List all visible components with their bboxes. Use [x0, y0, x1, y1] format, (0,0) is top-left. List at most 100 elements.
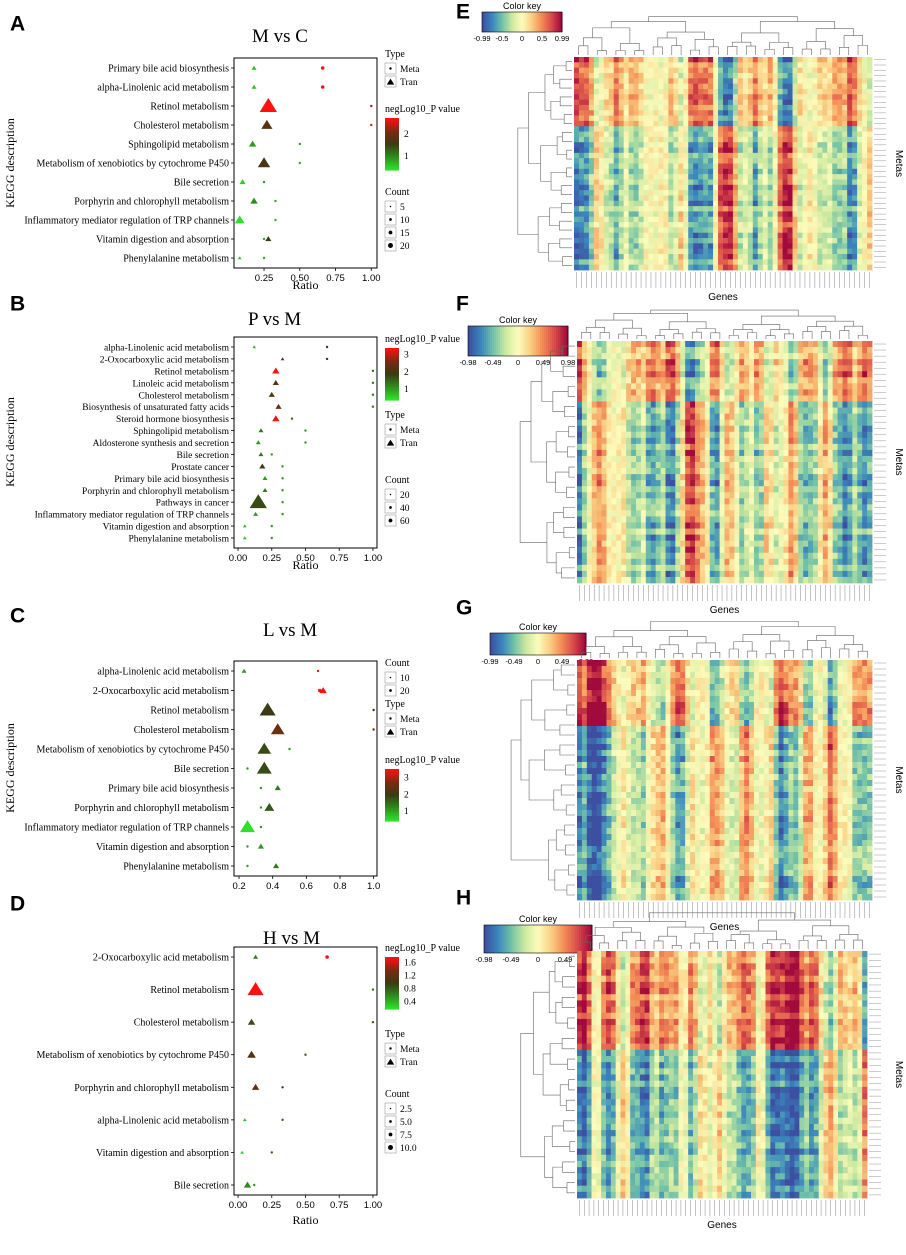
heatmap-cell — [803, 401, 809, 408]
heatmap-cell — [793, 425, 799, 433]
heatmap-cell — [678, 136, 684, 143]
heatmap-cell — [842, 419, 848, 427]
heatmap-cell — [732, 206, 739, 212]
heatmap-cell — [577, 359, 583, 366]
colorbar-segment — [385, 973, 399, 976]
heatmap-cell — [675, 425, 681, 433]
heatmap-cell — [695, 504, 701, 511]
heatmap-cell — [690, 365, 696, 372]
heatmap-cell — [857, 468, 863, 475]
heatmap-cell — [665, 377, 671, 384]
heatmap-cell — [857, 510, 863, 517]
heatmap-cell — [658, 72, 664, 79]
heatmap-cell — [574, 88, 580, 95]
heatmap-cell — [727, 184, 734, 191]
colorbar-segment — [385, 144, 399, 146]
heatmap-cell — [633, 62, 639, 69]
heatmap-cell — [574, 195, 580, 202]
heatmap-cell — [787, 126, 793, 132]
heatmap-cell — [813, 365, 819, 372]
heatmap-cell — [847, 462, 853, 469]
heatmap-cell — [852, 78, 858, 85]
heatmap-cell — [718, 152, 724, 159]
colorbar-segment — [385, 366, 399, 369]
heatmap-cell — [663, 78, 669, 85]
heatmap-cell — [578, 110, 585, 116]
heatmap-cell — [862, 78, 868, 85]
heatmap-cell — [729, 413, 735, 421]
heatmap-cell — [658, 163, 664, 170]
heatmap-cell — [583, 136, 590, 143]
heatmap-cell — [827, 99, 833, 106]
pathway-label: Primary bile acid biosynthesis — [108, 64, 229, 75]
heatmap-cell — [817, 67, 823, 74]
heatmap-cell — [695, 431, 701, 439]
heatmap-cell — [832, 254, 838, 260]
heatmap-cell — [638, 67, 644, 74]
heatmap-cell — [645, 449, 652, 457]
heatmap-cell — [633, 99, 639, 106]
heatmap-cell — [653, 152, 659, 159]
heatmap-cell — [852, 365, 858, 372]
heatmap-cell — [857, 120, 863, 127]
heatmap-cell — [737, 238, 744, 244]
heatmap-cell — [772, 94, 779, 100]
heatmap-cell — [852, 232, 858, 239]
heatmap-cell — [787, 57, 793, 63]
heatmap-cell — [822, 83, 828, 90]
heatmap-cell — [645, 510, 652, 517]
heatmap-cell — [693, 110, 699, 116]
heatmap-cell — [867, 126, 873, 132]
heatmap-cell — [773, 341, 779, 348]
heatmap-cell — [742, 99, 749, 106]
heatmap-cell — [718, 195, 724, 202]
heatmap-cell — [822, 136, 828, 143]
heatmap-cell — [757, 78, 764, 85]
heatmap-cell — [708, 147, 714, 154]
heatmap-cell — [578, 78, 585, 85]
colorbar-segment — [385, 372, 399, 375]
heatmap-cell — [739, 437, 745, 445]
heatmap-cell — [640, 474, 647, 481]
heatmap-cell — [782, 136, 788, 143]
heatmap-cell — [747, 110, 754, 116]
heatmap-cell — [792, 254, 798, 260]
heatmap-cell — [581, 341, 588, 348]
heatmap-cell — [660, 341, 666, 348]
heatmap-cell — [675, 443, 681, 451]
heatmap-cell — [792, 94, 798, 100]
heatmap-cell — [680, 431, 686, 439]
heatmap-cell — [817, 78, 823, 85]
heatmap-cell — [724, 468, 730, 475]
heatmap-cell — [827, 104, 833, 111]
heatmap-cell — [650, 431, 657, 439]
heatmap-cell — [832, 99, 838, 106]
heatmap-cell — [678, 115, 684, 122]
heatmap-cell — [827, 152, 833, 159]
heatmap-cell — [618, 264, 625, 271]
heatmap-cell — [626, 371, 632, 378]
heatmap-cell — [757, 259, 764, 266]
heatmap-cell — [857, 419, 863, 427]
heatmap-cell — [827, 163, 833, 170]
heatmap-cell — [673, 248, 679, 255]
heatmap-cell — [822, 486, 829, 493]
heatmap-cell — [601, 425, 607, 433]
heatmap-cell — [645, 383, 652, 390]
colorbar-segment — [385, 137, 399, 140]
heatmap-cell — [847, 216, 853, 223]
heatmap-cell — [714, 341, 720, 348]
meta-marker — [259, 806, 263, 809]
heatmap-cell — [650, 401, 657, 408]
heatmap-cell — [727, 120, 734, 127]
heatmap-cell — [787, 254, 793, 260]
heatmap-cell — [837, 94, 843, 100]
heatmap-cell — [793, 468, 799, 475]
heatmap-cell — [857, 152, 863, 159]
heatmap-cell — [723, 78, 729, 85]
heatmap-cell — [817, 238, 823, 244]
heatmap-cell — [842, 190, 848, 196]
heatmap-cell — [618, 195, 625, 202]
heatmap-cell — [668, 94, 674, 100]
